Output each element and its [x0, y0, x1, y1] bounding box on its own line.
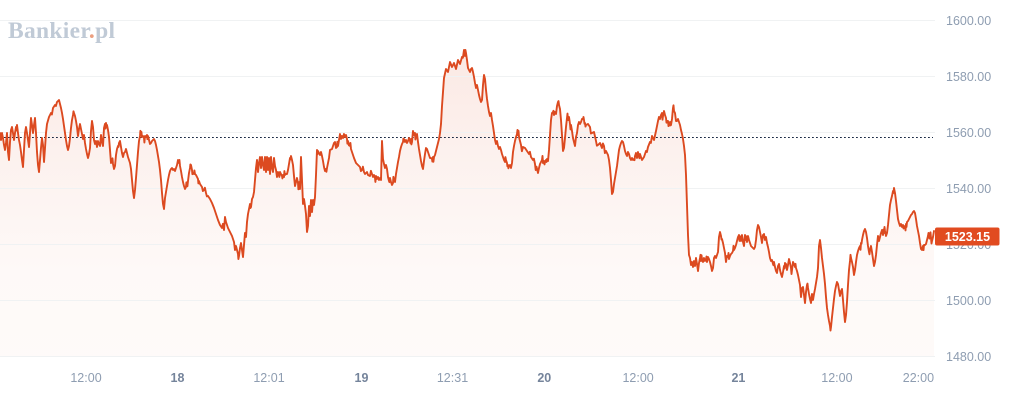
svg-text:1540.00: 1540.00: [946, 182, 991, 196]
svg-text:12:00: 12:00: [70, 371, 101, 385]
svg-text:1500.00: 1500.00: [946, 294, 991, 308]
svg-text:12:00: 12:00: [622, 371, 653, 385]
svg-text:1600.00: 1600.00: [946, 14, 991, 28]
svg-text:12:00: 12:00: [821, 371, 852, 385]
svg-text:21: 21: [731, 371, 745, 385]
svg-text:18: 18: [171, 371, 185, 385]
svg-text:12:31: 12:31: [437, 371, 468, 385]
svg-text:19: 19: [355, 371, 369, 385]
svg-text:1560.00: 1560.00: [946, 126, 991, 140]
svg-text:20: 20: [537, 371, 551, 385]
svg-text:1580.00: 1580.00: [946, 70, 991, 84]
svg-text:1480.00: 1480.00: [946, 350, 991, 364]
svg-text:1523.15: 1523.15: [945, 230, 990, 244]
svg-text:12:01: 12:01: [253, 371, 284, 385]
svg-text:22:00: 22:00: [903, 371, 934, 385]
